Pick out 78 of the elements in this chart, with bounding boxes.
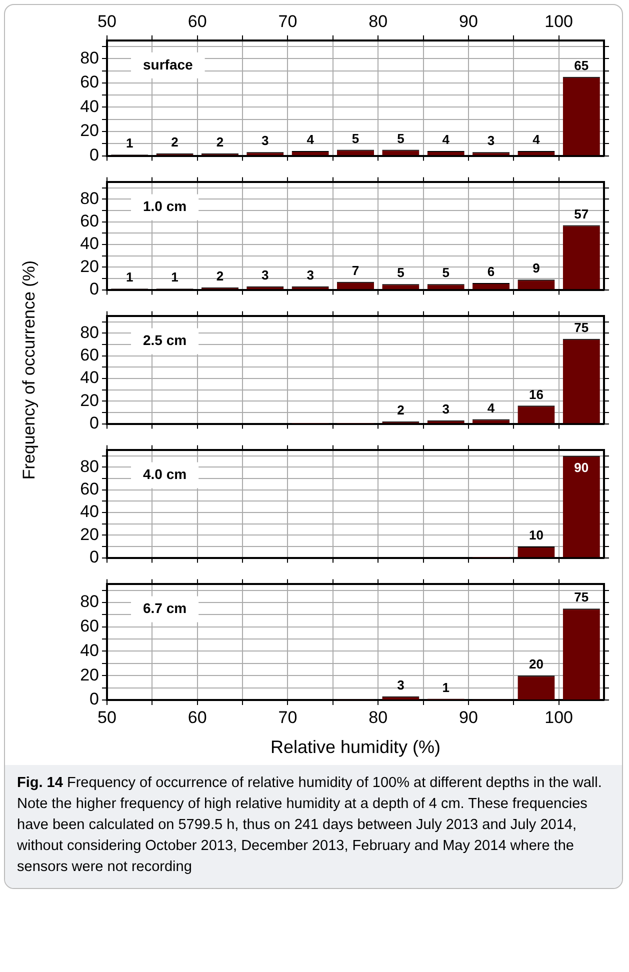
x-tick-label: 60: [188, 708, 207, 727]
data-label: 2: [216, 134, 224, 150]
data-label: 4: [306, 132, 315, 148]
y-tick-label: 80: [80, 592, 99, 612]
data-label: 75: [574, 590, 589, 605]
y-tick-label: 0: [90, 413, 99, 432]
y-tick-label: 40: [80, 368, 99, 388]
y-tick-label: 80: [80, 48, 99, 68]
annotation: 2.5 cm: [143, 332, 187, 348]
data-label: 10: [528, 528, 544, 543]
y-tick-label: 20: [80, 256, 99, 276]
data-label: 6: [487, 264, 495, 280]
y-tick-label: 20: [80, 665, 99, 684]
y-tick-label: 20: [80, 121, 99, 140]
x-axis-title: Relative humidity (%): [270, 737, 441, 758]
data-label: 2: [397, 402, 404, 418]
caption: Fig. 14 Frequency of occurrence of relative humidity of 100% at different depths in the wall. Note the higher frequency of high relative humidity at a depth of 4 cm. These frequencies have been calculated on 5799.5 h, thus on 241 days between July 2013 and July 2014, without considering October 2013, December 2013, February and May 2014 where the sensors were not recording: [5, 765, 622, 888]
y-tick-label: 40: [80, 640, 99, 660]
data-label: 20: [528, 656, 544, 672]
y-tick-label: 60: [80, 616, 99, 636]
data-label: 90: [574, 460, 589, 475]
x2-tick-label: 90: [458, 12, 478, 31]
data-label: 57: [574, 206, 589, 222]
data-label: 5: [442, 265, 450, 280]
y-tick-label: 40: [80, 96, 99, 116]
data-label: 3: [262, 267, 269, 282]
data-label: 1: [126, 270, 134, 285]
x-tick-label: 70: [278, 708, 298, 727]
data-label: 4: [487, 400, 496, 416]
annotation: 6.7 cm: [143, 600, 187, 616]
x2-tick-label: 70: [278, 12, 298, 31]
x2-tick-label: 50: [98, 12, 116, 31]
data-label: 16: [528, 386, 544, 402]
x-tick-label: 100: [544, 708, 574, 727]
data-label: 75: [574, 320, 589, 335]
y-tick-label: 80: [80, 188, 99, 208]
data-label: 4: [442, 132, 450, 148]
data-label: 5: [352, 130, 360, 146]
y-tick-label: 80: [80, 322, 99, 342]
y-tick-label: 80: [80, 456, 99, 476]
data-label: 1: [171, 270, 178, 285]
data-label: 2: [216, 268, 224, 284]
data-label: 3: [397, 677, 404, 692]
data-label: 3: [442, 401, 450, 416]
y-tick-label: 40: [80, 234, 99, 254]
data-label: 2: [171, 134, 178, 150]
y-tick-label: 20: [80, 524, 99, 544]
data-label: 3: [487, 133, 495, 148]
x-tick-label: 80: [368, 708, 388, 727]
x-tick-label: 90: [458, 708, 478, 727]
annotation: 4.0 cm: [143, 466, 187, 482]
annotation: 1.0 cm: [143, 198, 187, 214]
data-label: 5: [397, 130, 404, 146]
x2-tick-label: 80: [368, 12, 388, 31]
data-label: 3: [306, 267, 314, 282]
data-label: 7: [352, 262, 360, 278]
y-tick-label: 60: [80, 346, 99, 365]
data-label: 65: [574, 58, 589, 73]
y-tick-label: 0: [90, 145, 99, 164]
data-label: 1: [442, 680, 450, 695]
y-tick-label: 60: [80, 480, 99, 499]
data-label: 3: [262, 133, 269, 148]
y-tick-label: 40: [80, 502, 99, 522]
data-label: 1: [126, 136, 134, 151]
y-tick-label: 0: [90, 547, 99, 566]
annotation: surface: [143, 56, 194, 72]
x2-tick-label: 60: [188, 12, 207, 31]
data-label: 9: [532, 260, 540, 276]
y-tick-label: 60: [80, 212, 99, 231]
y-axis-title: Frequency of occurrence (%): [19, 260, 40, 480]
y-tick-label: 0: [90, 690, 99, 709]
data-label: 5: [397, 265, 404, 280]
x2-tick-label: 100: [544, 12, 574, 31]
y-tick-label: 60: [80, 72, 99, 92]
data-label: 4: [532, 132, 541, 148]
y-tick-label: 20: [80, 390, 99, 410]
y-tick-label: 0: [90, 279, 99, 298]
x-tick-label: 50: [98, 708, 116, 727]
